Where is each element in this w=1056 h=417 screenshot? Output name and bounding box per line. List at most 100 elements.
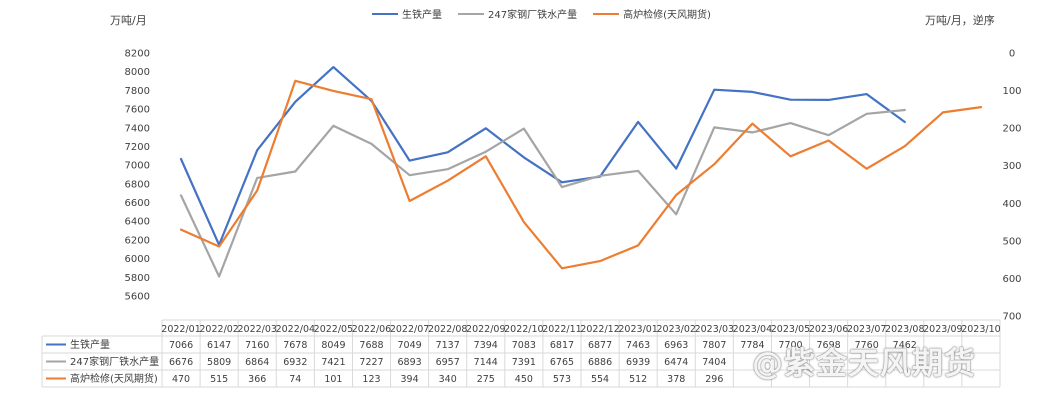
x-category-label: 2023/01: [618, 324, 657, 335]
y-left-tick-label: 8200: [125, 49, 150, 60]
table-cell-value: 6817: [550, 340, 574, 351]
table-cell-value: 7391: [512, 357, 536, 368]
table-cell-value: 8049: [321, 340, 345, 351]
table-row-label: 247家钢厂铁水产量: [70, 355, 159, 368]
table-cell-value: 554: [591, 374, 609, 385]
table-cell-value: 6877: [588, 340, 612, 351]
legend-item: 生铁产量: [372, 6, 442, 21]
y-left-tick-label: 6800: [125, 179, 150, 190]
legend: 生铁产量 247家钢厂铁水产量 高炉检修(天风期货): [372, 6, 711, 21]
y-right-tick-label: 400: [1002, 199, 1021, 210]
x-category-label: 2022/05: [314, 324, 353, 335]
table-grid: [41, 319, 1001, 388]
y-left-tick-label: 7000: [125, 161, 150, 172]
x-category-label: 2023/02: [656, 324, 695, 335]
x-category-label: 2022/03: [237, 324, 276, 335]
x-category-label: 2023/08: [885, 324, 924, 335]
table-cell-value: 7688: [359, 340, 383, 351]
x-category-label: 2022/08: [428, 324, 467, 335]
table-cell-value: 123: [362, 374, 380, 385]
x-axis-category-labels: 2022/012022/022022/032022/042022/052022/…: [161, 324, 1000, 335]
table-cell-value: 7807: [702, 340, 726, 351]
series-line: [179, 66, 906, 246]
y-left-axis-ticks: 5600 5800 6000 6200 6400 6600 6800 7000 7200 7400…: [125, 49, 150, 303]
y-left-tick-label: 6200: [125, 235, 150, 246]
table-row-label: 高炉检修(天风期货): [70, 372, 158, 385]
table-cell-value: 7760: [855, 340, 879, 351]
legend-label: 247家钢厂铁水产量: [488, 10, 578, 21]
table-cell-value: 366: [248, 374, 266, 385]
legend-label: 高炉检修(天风期货): [623, 10, 711, 21]
y-left-tick-label: 7800: [125, 86, 150, 97]
table-cell-value: 6939: [626, 357, 650, 368]
series-lines: [179, 66, 983, 278]
x-category-label: 2022/11: [542, 324, 581, 335]
table-cell-value: 7784: [740, 340, 764, 351]
legend-swatch: [372, 12, 398, 15]
series-line: [179, 79, 983, 270]
table-cell-value: 7137: [436, 340, 460, 351]
x-category-label: 2023/04: [733, 324, 772, 335]
table-cell-value: 6963: [664, 340, 688, 351]
y-left-tick-label: 6400: [125, 217, 150, 228]
left-axis-unit: 万吨/月: [110, 14, 147, 27]
table-cell-value: 296: [705, 374, 723, 385]
series-line: [179, 108, 906, 278]
legend-swatch: [458, 12, 484, 15]
table-cell-value: 6957: [436, 357, 460, 368]
table-cell-value: 7394: [474, 340, 498, 351]
y-left-tick-label: 7200: [125, 142, 150, 153]
x-category-label: 2023/07: [847, 324, 886, 335]
y-right-tick-label: 0: [1009, 49, 1015, 60]
table-cell-value: 7463: [626, 340, 650, 351]
table-cell-value: 340: [439, 374, 457, 385]
y-left-tick-label: 7400: [125, 123, 150, 134]
data-table: 生铁产量 7066 6147 7160 7678 8049 7688 7049 7137 7394…: [46, 338, 917, 385]
table-cell-value: 7227: [359, 357, 383, 368]
x-category-label: 2022/12: [580, 324, 619, 335]
table-cell-value: 7698: [816, 340, 840, 351]
x-category-label: 2022/06: [352, 324, 391, 335]
y-left-tick-label: 7600: [125, 105, 150, 116]
table-cell-value: 7160: [245, 340, 269, 351]
table-cell-value: 512: [629, 374, 647, 385]
table-cell-value: 74: [289, 374, 301, 385]
y-right-tick-label: 300: [1002, 161, 1021, 172]
legend-label: 生铁产量: [402, 10, 442, 21]
x-category-label: 2023/10: [961, 324, 1000, 335]
table-cell-value: 5809: [207, 357, 231, 368]
table-cell-value: 6474: [664, 357, 688, 368]
table-cell-value: 394: [401, 374, 419, 385]
x-category-label: 2022/10: [504, 324, 543, 335]
table-cell-value: 378: [667, 374, 685, 385]
x-category-label: 2023/06: [809, 324, 848, 335]
y-right-tick-label: 500: [1002, 236, 1021, 247]
x-category-label: 2022/01: [161, 324, 200, 335]
table-cell-value: 275: [477, 374, 495, 385]
y-left-tick-label: 5600: [125, 292, 150, 303]
table-row-label: 生铁产量: [70, 338, 110, 351]
legend-swatch: [593, 12, 620, 15]
y-right-tick-label: 100: [1002, 86, 1021, 97]
table-cell-value: 6893: [397, 357, 421, 368]
table-cell-value: 7421: [321, 357, 345, 368]
table-cell-value: 7083: [512, 340, 536, 351]
x-category-label: 2022/09: [466, 324, 505, 335]
x-category-label: 2022/04: [276, 324, 315, 335]
table-cell-value: 6676: [169, 357, 193, 368]
table-cell-value: 7700: [778, 340, 802, 351]
table-cell-value: 7678: [283, 340, 307, 351]
table-cell-value: 6765: [550, 357, 574, 368]
watermark-text: @紫金天风期货: [752, 346, 976, 382]
table-cell-value: 6147: [207, 340, 231, 351]
y-right-axis-ticks: 0 100 200 300 400 500 600 700: [1002, 49, 1021, 323]
y-right-tick-label: 700: [1002, 312, 1021, 323]
table-cell-value: 450: [515, 374, 533, 385]
table-cell-value: 101: [324, 374, 342, 385]
y-left-tick-label: 5800: [125, 273, 150, 284]
legend-item: 高炉检修(天风期货): [593, 6, 711, 21]
table-cell-value: 6886: [588, 357, 612, 368]
table-cell-value: 7144: [474, 357, 498, 368]
table-cell-value: 7462: [893, 340, 917, 351]
